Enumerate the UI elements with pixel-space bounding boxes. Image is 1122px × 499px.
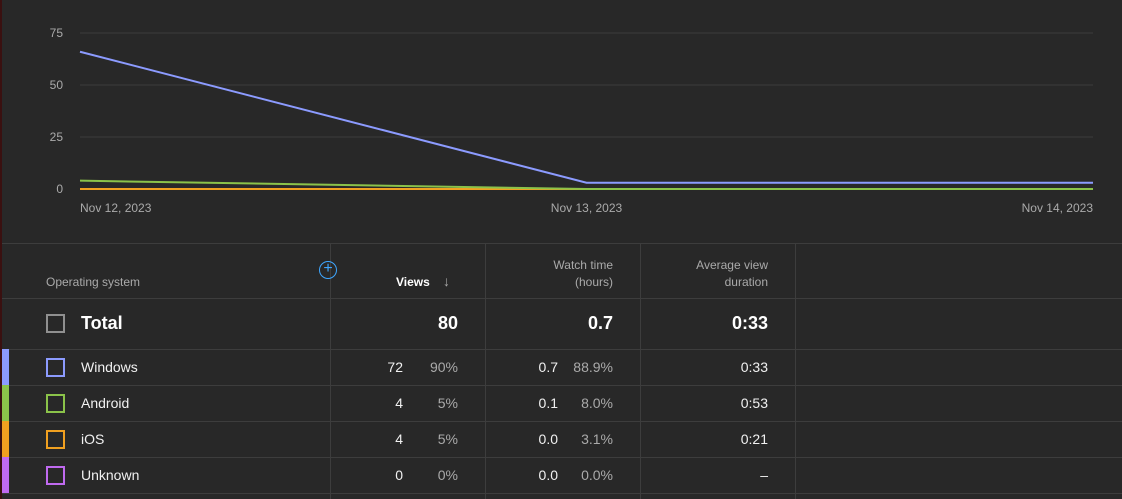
row-watch-time-percent: 8.0% bbox=[581, 395, 613, 411]
row-views-percent: 5% bbox=[437, 431, 458, 447]
total-row: Total 80 0.7 0:33 bbox=[0, 298, 1122, 349]
watch-time-header-line2: (hours) bbox=[574, 275, 613, 289]
views-line-chart: 0 25 50 75 Nov 12, 2023 Nov 13, 2023 Nov 14, 2… bbox=[50, 26, 1094, 215]
row-views-percent: 90% bbox=[429, 359, 458, 375]
row-watch-time-percent: 88.9% bbox=[573, 359, 613, 375]
row-views: 4 bbox=[395, 395, 403, 411]
x-tick-label: Nov 14, 2023 bbox=[1022, 201, 1094, 215]
row-watch-time: 0.0 bbox=[538, 467, 558, 483]
table-row: iOS 4 5% 0.0 3.1% 0:21 bbox=[0, 421, 1122, 457]
avg-duration-header-line1: Average view bbox=[696, 258, 768, 272]
x-tick-label: Nov 12, 2023 bbox=[80, 201, 152, 215]
column-header-average-view-duration[interactable]: Average view duration bbox=[655, 257, 768, 291]
series-color-swatch bbox=[2, 385, 9, 421]
row-views-percent: 5% bbox=[437, 395, 458, 411]
avg-duration-header-line2: duration bbox=[724, 275, 768, 289]
row-views-percent: 0% bbox=[437, 467, 458, 483]
column-divider bbox=[485, 243, 486, 499]
table-divider bbox=[2, 421, 1122, 422]
table-divider bbox=[2, 243, 1122, 244]
row-average-view-duration: 0:53 bbox=[740, 395, 768, 411]
column-divider bbox=[640, 243, 641, 499]
row-watch-time-percent: 0.0% bbox=[581, 467, 613, 483]
row-watch-time: 0.0 bbox=[538, 431, 558, 447]
table-divider bbox=[2, 349, 1122, 350]
row-checkbox[interactable] bbox=[46, 358, 65, 377]
row-views: 4 bbox=[395, 431, 403, 447]
add-metric-button[interactable]: + bbox=[319, 261, 337, 279]
row-label: Windows bbox=[81, 359, 138, 375]
y-tick-label: 75 bbox=[50, 26, 64, 40]
watch-time-header-line1: Watch time bbox=[553, 258, 613, 272]
row-label: iOS bbox=[81, 431, 105, 447]
row-watch-time: 0.1 bbox=[538, 395, 558, 411]
x-tick-label: Nov 13, 2023 bbox=[551, 201, 623, 215]
table-row: Unknown 0 0% 0.0 0.0% – bbox=[0, 457, 1122, 493]
table-divider bbox=[2, 385, 1122, 386]
table-row: Windows 72 90% 0.7 88.9% 0:33 bbox=[0, 349, 1122, 385]
row-average-view-duration: – bbox=[760, 467, 768, 483]
table-divider bbox=[2, 457, 1122, 458]
row-average-view-duration: 0:21 bbox=[740, 431, 768, 447]
total-label: Total bbox=[81, 313, 123, 333]
series-color-swatch bbox=[2, 457, 9, 493]
row-watch-time-percent: 3.1% bbox=[581, 431, 613, 447]
series-line-windows bbox=[79, 50, 1093, 184]
series-color-swatch bbox=[2, 349, 9, 385]
window-edge bbox=[0, 0, 2, 499]
column-header-operating-system[interactable]: Operating system bbox=[46, 275, 141, 289]
column-divider bbox=[330, 243, 331, 499]
row-label: Unknown bbox=[81, 467, 140, 483]
row-average-view-duration: 0:33 bbox=[740, 359, 768, 375]
row-watch-time: 0.7 bbox=[538, 359, 558, 375]
series-line-android bbox=[79, 179, 1093, 190]
y-tick-label: 50 bbox=[50, 78, 64, 92]
series-color-swatch bbox=[2, 421, 9, 457]
total-watch-time: 0.7 bbox=[587, 313, 613, 333]
column-divider bbox=[795, 243, 796, 499]
table-divider bbox=[2, 298, 1122, 299]
row-checkbox[interactable] bbox=[46, 394, 65, 413]
total-checkbox[interactable] bbox=[46, 314, 65, 333]
row-views: 0 bbox=[395, 467, 403, 483]
total-average-view-duration: 0:33 bbox=[731, 313, 768, 333]
sort-descending-icon[interactable]: ↓ bbox=[443, 273, 450, 289]
row-checkbox[interactable] bbox=[46, 466, 65, 485]
y-tick-label: 25 bbox=[50, 130, 64, 144]
row-views: 72 bbox=[387, 359, 403, 375]
row-checkbox[interactable] bbox=[46, 430, 65, 449]
y-tick-label: 0 bbox=[56, 182, 63, 196]
table-row: Android 4 5% 0.1 8.0% 0:53 bbox=[0, 385, 1122, 421]
total-views: 80 bbox=[437, 313, 458, 333]
table-divider bbox=[2, 493, 1122, 494]
os-breakdown-table: Operating system + Views ↓ Watch time (h… bbox=[0, 243, 1122, 499]
column-header-views[interactable]: Views bbox=[396, 275, 430, 289]
column-header-watch-time[interactable]: Watch time (hours) bbox=[500, 257, 613, 291]
row-label: Android bbox=[81, 395, 130, 411]
